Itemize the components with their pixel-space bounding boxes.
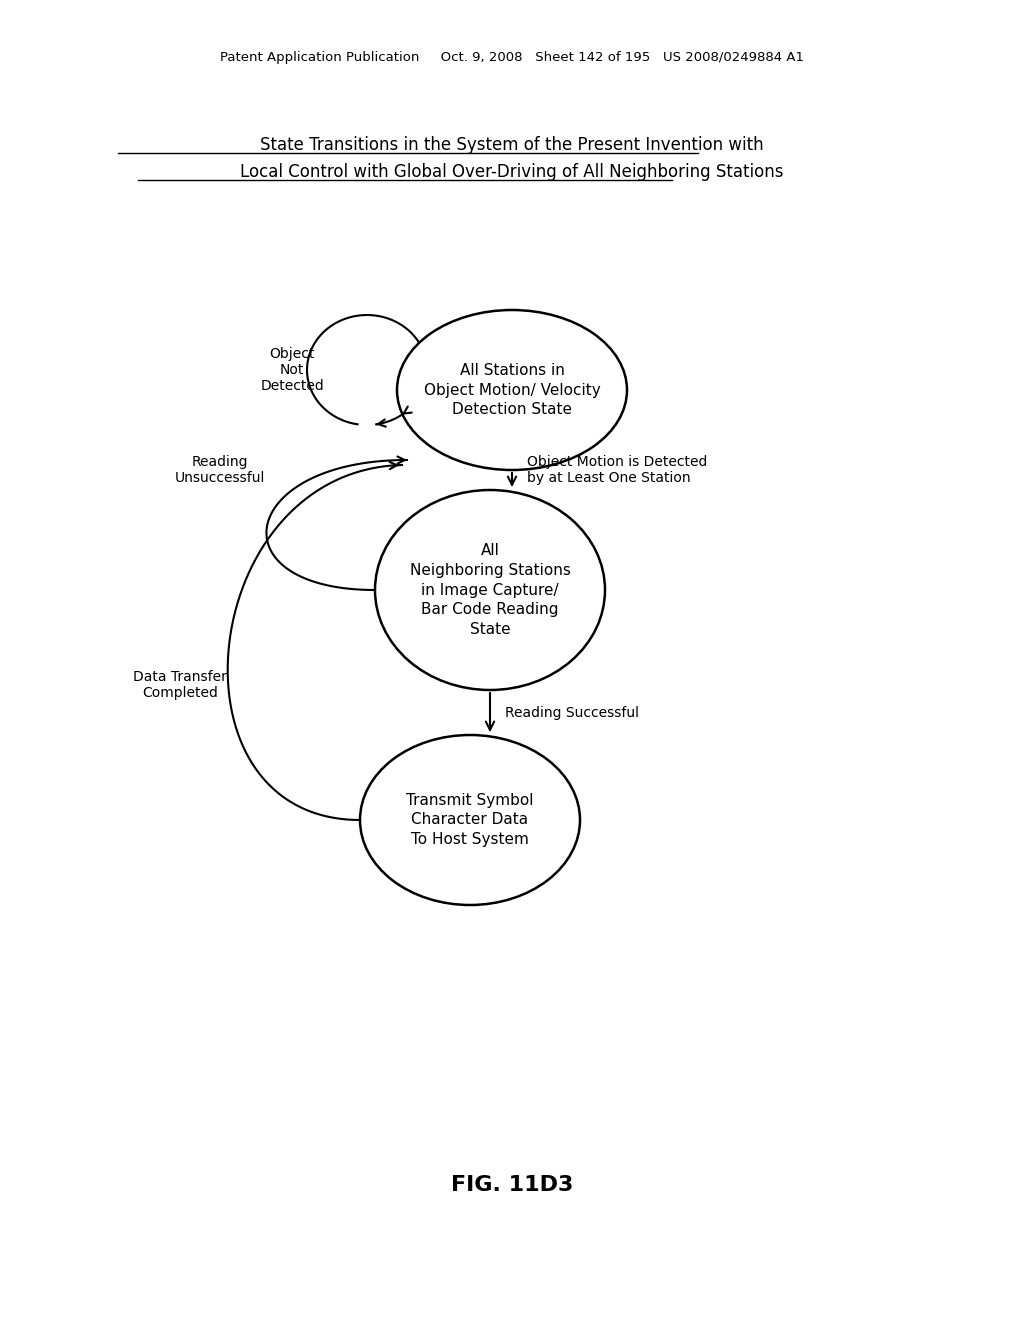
Text: Patent Application Publication     Oct. 9, 2008   Sheet 142 of 195   US 2008/024: Patent Application Publication Oct. 9, 2… [220, 51, 804, 65]
Text: Data Transfer
Completed: Data Transfer Completed [133, 671, 227, 700]
Text: Transmit Symbol
Character Data
To Host System: Transmit Symbol Character Data To Host S… [407, 793, 534, 847]
Text: Reading
Unsuccessful: Reading Unsuccessful [175, 455, 265, 486]
Text: Local Control with Global Over-Driving of All Neighboring Stations: Local Control with Global Over-Driving o… [241, 162, 783, 181]
Text: FIG. 11D3: FIG. 11D3 [451, 1175, 573, 1195]
Text: Object Motion is Detected
by at Least One Station: Object Motion is Detected by at Least On… [527, 455, 708, 486]
Text: Reading Successful: Reading Successful [505, 705, 639, 719]
Text: Object
Not
Detected: Object Not Detected [260, 347, 324, 393]
Text: State Transitions in the System of the Present Invention with: State Transitions in the System of the P… [260, 136, 764, 154]
Ellipse shape [375, 490, 605, 690]
Ellipse shape [397, 310, 627, 470]
Text: All Stations in
Object Motion/ Velocity
Detection State: All Stations in Object Motion/ Velocity … [424, 363, 600, 417]
Ellipse shape [360, 735, 580, 906]
Text: All
Neighboring Stations
in Image Capture/
Bar Code Reading
State: All Neighboring Stations in Image Captur… [410, 543, 570, 638]
